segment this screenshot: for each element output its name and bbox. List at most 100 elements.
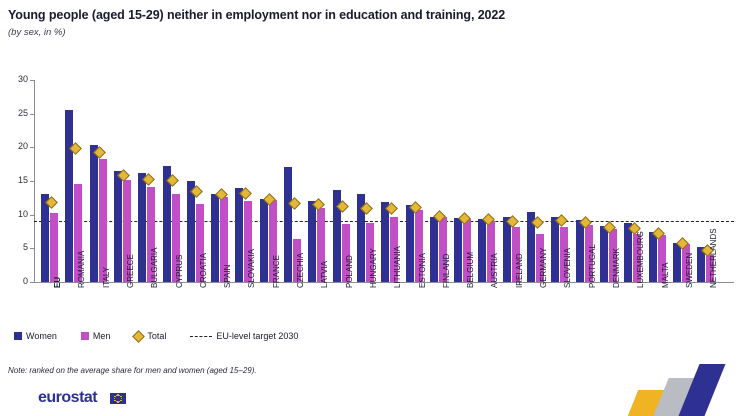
bar-men	[98, 159, 107, 282]
page-subtitle: (by sex, in %)	[8, 27, 66, 38]
bar-women	[405, 205, 414, 282]
bar-group: ESTONIA	[403, 62, 428, 292]
bar-women	[41, 193, 49, 282]
bar-women	[138, 172, 147, 282]
x-axis-category-label: LATVIA	[320, 261, 330, 288]
bar-group: ROMANIA	[62, 62, 87, 292]
bar-men	[414, 209, 423, 282]
plot-area: 0 5 10 15 20 25 30 EU ROMANIA ITALY GREECE BULGARI…	[0, 62, 745, 292]
bar-group: MALTA	[646, 62, 671, 292]
bar-women	[599, 226, 608, 282]
y-axis-tick-mark	[30, 147, 34, 149]
bar-men	[536, 233, 544, 282]
legend-label-target: EU-level target 2030	[216, 331, 299, 341]
x-axis-category-label: FINLAND	[441, 253, 451, 288]
bar-men	[171, 194, 180, 282]
bar-men	[438, 216, 447, 282]
bar-women	[308, 201, 317, 282]
bar-men	[244, 200, 253, 282]
x-axis-category-label: SLOVENIA	[563, 247, 573, 288]
bar-women	[113, 170, 122, 282]
legend-label-men: Men	[92, 331, 111, 341]
x-axis-category-label: ITALY	[101, 266, 111, 288]
bar-group: CROATIA	[184, 62, 209, 292]
bar-women	[502, 216, 511, 282]
bar-group: FRANCE	[257, 62, 282, 292]
bar-men	[511, 227, 520, 282]
legend-item-total: Total	[132, 329, 167, 343]
bar-group: SPAIN	[208, 62, 233, 292]
bar-women	[162, 166, 171, 282]
bar-group: BULGARIA	[135, 62, 160, 292]
bar-men	[220, 197, 229, 282]
bar-men	[341, 224, 350, 282]
x-axis-category-label: SLOVAKIA	[247, 249, 257, 288]
x-axis-category-label: FRANCE	[271, 255, 281, 288]
bar-group: POLAND	[330, 62, 355, 292]
x-axis-category-label: SWEDEN	[684, 252, 694, 288]
bar-group: LITHUANIA	[378, 62, 403, 292]
bar-women	[551, 216, 560, 282]
bar-men	[390, 216, 399, 282]
bar-men	[122, 180, 131, 282]
bar-group: CZECHIA	[281, 62, 306, 292]
bar-men	[608, 229, 617, 282]
bar-women	[332, 190, 341, 282]
bar-women	[356, 194, 365, 282]
x-axis-category-label: DENMARK	[611, 247, 621, 288]
bar-group: DENMARK	[597, 62, 622, 292]
legend-swatch-total	[132, 329, 146, 343]
legend-item-men: Men	[80, 331, 111, 341]
y-axis-tick-label: 0	[22, 276, 28, 286]
x-axis-category-label: POLAND	[344, 255, 354, 288]
x-axis-category-label: AUSTRIA	[490, 253, 500, 288]
bar-group: BELGIUM	[451, 62, 476, 292]
y-axis-tick-label: 25	[17, 107, 28, 118]
legend-item-women: Women	[14, 331, 57, 341]
x-axis-category-label: GERMANY	[539, 247, 548, 288]
bar-women	[186, 181, 195, 282]
legend-label-total: Total	[147, 331, 167, 341]
y-axis-tick-label: 5	[22, 242, 28, 253]
bar-women	[697, 247, 706, 282]
x-axis-category-label: PORTUGAL	[587, 244, 597, 288]
footer: eurostat	[0, 364, 745, 416]
bar-men	[657, 234, 666, 282]
bar-men	[293, 238, 301, 282]
page-title: Young people (aged 15-29) neither in emp…	[8, 8, 506, 22]
bar-women	[235, 187, 244, 282]
bar-men	[463, 219, 472, 282]
eurostat-logo: eurostat	[38, 389, 98, 406]
bar-group: CYPRUS	[160, 62, 185, 292]
bar-men	[317, 207, 326, 282]
bar-women	[381, 201, 390, 282]
y-axis-tick-mark	[30, 248, 34, 250]
bar-men	[50, 212, 58, 282]
x-axis-category-label: CZECHIA	[296, 252, 305, 288]
legend-swatch-men	[80, 332, 89, 340]
bar-women	[624, 223, 633, 282]
bar-women	[648, 232, 657, 282]
bar-women	[429, 216, 438, 282]
bar-women	[259, 199, 268, 282]
bar-men	[365, 223, 374, 282]
legend-item-target: EU-level target 2030	[190, 331, 298, 341]
x-axis-category-label: GREECE	[125, 254, 135, 288]
bar-women	[284, 166, 292, 282]
bar-group: SLOVENIA	[548, 62, 573, 292]
x-axis-category-label: SPAIN	[223, 264, 233, 288]
y-axis-tick-label: 10	[17, 208, 28, 219]
bar-men	[681, 244, 690, 282]
bar-women	[672, 242, 681, 282]
bar-group: NETHERLANDS	[694, 62, 719, 292]
bar-group: AUSTRIA	[475, 62, 500, 292]
bar-group: PORTUGAL	[573, 62, 598, 292]
y-axis-tick-label: 15	[17, 175, 28, 185]
x-axis-category-label: BELGIUM	[466, 251, 476, 288]
bar-group: ITALY	[87, 62, 112, 292]
bar-group: SLOVAKIA	[232, 62, 257, 292]
x-axis-category-label: BULGARIA	[150, 247, 160, 288]
bar-group: SWEDEN	[670, 62, 695, 292]
y-axis-tick-mark	[30, 181, 34, 182]
